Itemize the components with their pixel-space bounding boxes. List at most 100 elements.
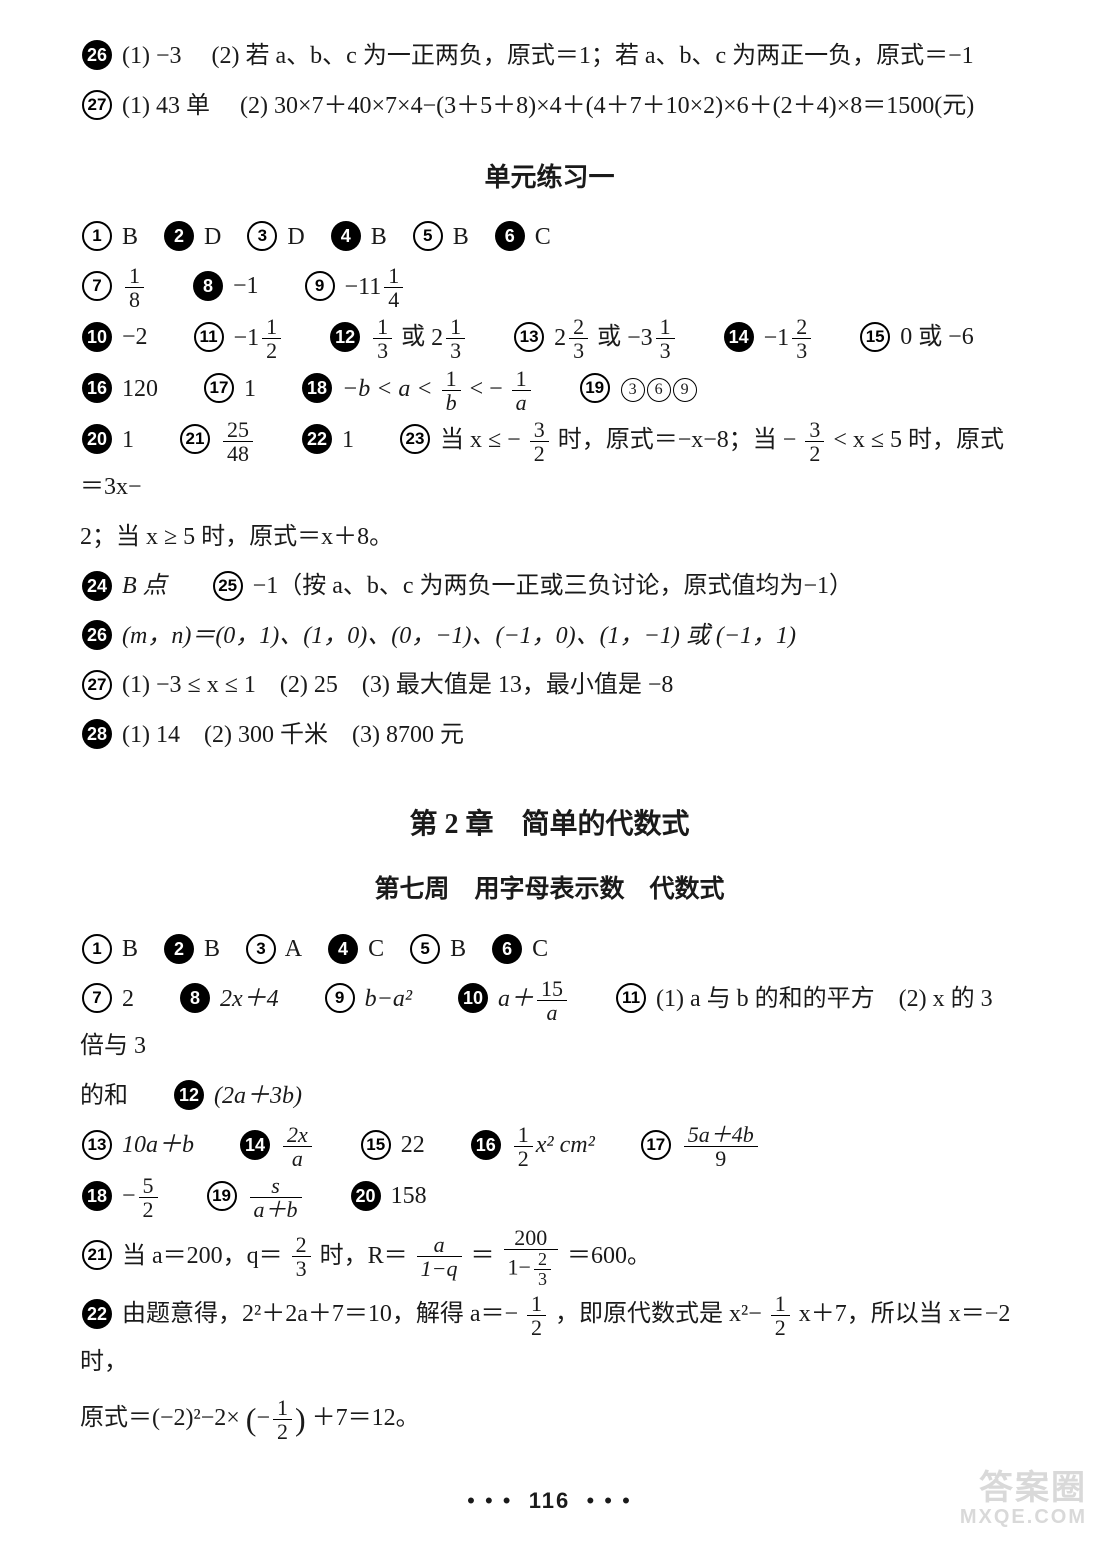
w7q22-neg: −	[256, 1405, 270, 1431]
w7a3: A	[285, 936, 302, 962]
unit1-row-28: 28 (1) 14 (2) 300 千米 (3) 8700 元	[80, 713, 1019, 759]
qn-25: 25	[213, 571, 243, 601]
q12a: 13	[373, 315, 392, 362]
w7-mc-row: 1 B 2 B 3 A 4 C 5 B 6 C	[80, 927, 1019, 973]
w7q22-pre: 由题意得，2²＋2a＋7＝10，解得 a＝−	[122, 1302, 518, 1328]
q27-line1: 27 (1) 43 单 (2) 30×7＋40×7×4−(3＋5＋8)×4＋(4…	[80, 84, 1019, 130]
unit1-row-27: 27 (1) −3 ≤ x ≤ 1 (2) 25 (3) 最大值是 13，最小值…	[80, 663, 1019, 709]
unit1-row-23b: 2；当 x ≥ 5 时，原式＝x＋8。	[80, 515, 1019, 561]
q23-f2: 32	[805, 418, 824, 465]
w7a5: B	[450, 936, 466, 962]
qn-8: 8	[193, 271, 223, 301]
w7-qn-4: 4	[328, 934, 358, 964]
w7q12: (2a＋3b)	[214, 1083, 302, 1109]
w7q22-l2pre: 原式＝(−2)²−2×	[80, 1405, 240, 1431]
qn-28: 28	[82, 719, 112, 749]
q15: 0 或 −6	[900, 324, 974, 350]
w7-qn-21: 21	[82, 1240, 112, 1270]
q8: −1	[233, 273, 259, 299]
qn-3: 3	[247, 221, 277, 251]
q27: (1) −3 ≤ x ≤ 1 (2) 25 (3) 最大值是 13，最小值是 −…	[122, 672, 673, 698]
qn-5: 5	[413, 221, 443, 251]
w7q18-neg: −	[122, 1183, 136, 1209]
w7q9: b−a²	[365, 986, 412, 1012]
q7-frac: 18	[125, 264, 144, 311]
q26: (m，n)＝(0，1)、(1，0)、(0，−1)、(−1，0)、(1，−1) 或…	[122, 623, 796, 649]
q23-c1l: 当 x ≤ −	[440, 427, 521, 453]
w7a6: C	[532, 936, 548, 962]
page-number: 116	[529, 1488, 571, 1513]
w7q21-qfrac: 23	[292, 1233, 311, 1280]
w7-qn-19: 19	[207, 1181, 237, 1211]
q9: −1114	[345, 264, 407, 311]
w7q22-mid: ，即原代数式是 x²−	[555, 1302, 762, 1328]
w7q22-lp: (	[246, 1401, 257, 1437]
w7q21-tail: ＝600。	[567, 1242, 651, 1268]
q23-c1t: 时，原式＝−x−8；当 −	[558, 427, 797, 453]
w7-row-11b-12: 的和 12 (2a＋3b)	[80, 1074, 1019, 1120]
w7-qn-7: 7	[82, 983, 112, 1013]
w7q15: 22	[401, 1132, 425, 1158]
q17: 1	[244, 376, 256, 402]
qn-6: 6	[495, 221, 525, 251]
q12b: 213	[431, 315, 468, 362]
unit1-row-24-25: 24 B 点 25 −1（按 a、b、c 为两负一正或三负讨论，原式值均为−1）	[80, 564, 1019, 610]
w7a1: B	[122, 936, 138, 962]
qn-22: 22	[302, 424, 332, 454]
q13a: 223	[554, 315, 591, 362]
w7q10-frac: 15a	[537, 977, 567, 1024]
page-footer: • • • 116 • • •	[80, 1480, 1019, 1522]
w7q18: 52	[139, 1174, 158, 1221]
w7q20: 158	[391, 1183, 427, 1209]
q20: 1	[122, 427, 134, 453]
a6: C	[535, 224, 551, 250]
q19-c3: 9	[673, 378, 697, 402]
unit1-mc-row: 1 B 2 D 3 D 4 B 5 B 6 C	[80, 215, 1019, 261]
w7q22-tail: ＋7＝12。	[312, 1405, 420, 1431]
q19-c1: 3	[621, 378, 645, 402]
a1: B	[122, 224, 138, 250]
q19-c2: 6	[647, 378, 671, 402]
w7a2: B	[204, 936, 220, 962]
w7q13: 10a＋b	[122, 1132, 194, 1158]
qn-19: 19	[580, 373, 610, 403]
q23-line2: 2；当 x ≥ 5 时，原式＝x＋8。	[80, 524, 393, 550]
q13-sep: 或	[597, 324, 621, 350]
q-badge-26: 26	[82, 40, 112, 70]
unit1-row-16-19: 16 120 17 1 18 −b < a < 1b < − 1a 19 369	[80, 367, 1019, 414]
w7q7: 2	[122, 986, 134, 1012]
qn-11: 11	[194, 322, 224, 352]
w7-qn-6: 6	[492, 934, 522, 964]
w7-qn-3: 3	[246, 934, 276, 964]
a3: D	[287, 224, 304, 250]
q16: 120	[122, 376, 158, 402]
w7-row-13-17: 13 10a＋b 14 2xa 15 22 16 12x² cm² 17 5a＋…	[80, 1123, 1019, 1170]
w7-qn-2: 2	[164, 934, 194, 964]
qn-16: 16	[82, 373, 112, 403]
w7q22-a: 12	[527, 1292, 546, 1339]
qn-23: 23	[400, 424, 430, 454]
w7a4: C	[368, 936, 384, 962]
week7-title: 第七周 用字母表示数 代数式	[80, 866, 1019, 914]
qn-26: 26	[82, 620, 112, 650]
q-badge-27: 27	[82, 90, 112, 120]
q11: −112	[234, 315, 285, 362]
qn-1: 1	[82, 221, 112, 251]
qn-12: 12	[330, 322, 360, 352]
qn-20: 20	[82, 424, 112, 454]
w7-qn-5: 5	[410, 934, 440, 964]
w7-qn-10: 10	[458, 983, 488, 1013]
q27-p2: (2) 30×7＋40×7×4−(3＋5＋8)×4＋(4＋7＋10×2)×6＋(…	[240, 93, 974, 119]
w7-qn-20: 20	[351, 1181, 381, 1211]
q18-mid: 1b	[442, 367, 461, 414]
q25: −1（按 a、b、c 为两负一正或三负讨论，原式值均为−1）	[253, 573, 853, 599]
w7q21-r2: 200 1−23	[504, 1226, 558, 1289]
w7q10-lhs: a＋	[498, 986, 534, 1012]
qn-10: 10	[82, 322, 112, 352]
w7q19: sa＋b	[250, 1174, 302, 1221]
qn-4: 4	[331, 221, 361, 251]
w7-qn-11: 11	[616, 983, 646, 1013]
q24: B 点	[122, 573, 167, 599]
w7-qn-22: 22	[82, 1299, 112, 1329]
a4: B	[371, 224, 387, 250]
